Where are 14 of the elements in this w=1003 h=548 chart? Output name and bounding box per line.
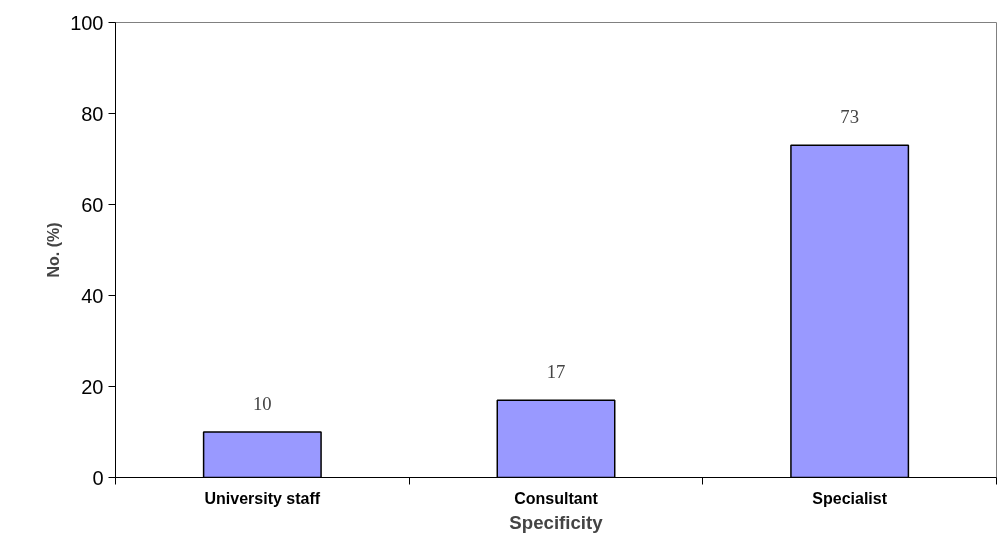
data-label: 73 [840,106,859,128]
y-axis-title: No. (%) [45,222,63,278]
y-tick-label: 60 [81,193,104,216]
x-tick-label: Specialist [812,489,888,507]
y-tick-label: 20 [81,375,104,398]
y-tick-label: 40 [81,284,104,307]
y-tick-label: 0 [92,466,104,489]
y-tick-label: 100 [70,11,104,34]
data-label: 10 [253,393,272,414]
y-tick-label: 80 [81,102,104,125]
x-tick-label: University staff [204,489,321,507]
x-tick-label: Consultant [514,489,599,507]
x-axis-title: Specificity [509,511,604,533]
data-label: 17 [546,361,566,383]
